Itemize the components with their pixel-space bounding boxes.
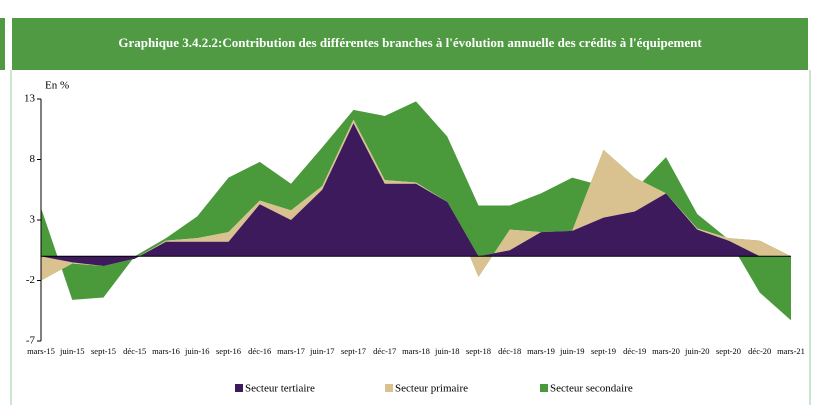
x-tick-label: sept-15 <box>91 346 116 356</box>
y-tick-label: -7 <box>26 335 36 347</box>
x-tick-label: juin-16 <box>184 346 210 356</box>
y-tick-label: 8 <box>30 153 36 165</box>
x-tick-label: juin-18 <box>434 346 460 356</box>
x-tick-label: mars-15 <box>27 346 55 356</box>
area <box>41 123 791 266</box>
legend-swatch <box>540 384 548 392</box>
y-tick-label: -2 <box>26 274 35 286</box>
y-axis-label: En % <box>45 80 69 92</box>
x-tick-label: déc-20 <box>748 346 771 356</box>
chart-title: Graphique 3.4.2.2:Contribution des diffé… <box>118 35 702 50</box>
x-tick-label: sept-17 <box>341 346 366 356</box>
side-bar <box>0 18 5 70</box>
legend-label: Secteur secondaire <box>550 383 633 395</box>
x-tick-label: juin-15 <box>59 346 85 356</box>
title-banner <box>12 18 808 70</box>
x-tick-label: juin-19 <box>559 346 585 356</box>
x-tick-label: mars-20 <box>652 346 680 356</box>
area <box>41 119 791 281</box>
legend-swatch <box>385 384 393 392</box>
x-tick-label: déc-18 <box>498 346 521 356</box>
legend-label: Secteur tertiaire <box>245 383 315 395</box>
x-tick-label: mars-16 <box>152 346 180 356</box>
x-tick-label: déc-16 <box>248 346 271 356</box>
x-tick-label: sept-16 <box>216 346 241 356</box>
legend-label: Secteur primaire <box>395 383 468 395</box>
x-tick-label: déc-15 <box>123 346 146 356</box>
x-tick-label: mars-19 <box>527 346 555 356</box>
x-tick-label: mars-17 <box>277 346 305 356</box>
y-tick-label: 13 <box>24 93 36 105</box>
x-tick-label: mars-18 <box>402 346 430 356</box>
x-tick-label: sept-20 <box>716 346 741 356</box>
x-tick-label: juin-17 <box>309 346 335 356</box>
x-tick-label: mars-21 <box>777 346 805 356</box>
x-tick-label: sept-18 <box>466 346 491 356</box>
x-tick-label: sept-19 <box>591 346 616 356</box>
legend-swatch <box>235 384 243 392</box>
x-tick-label: déc-19 <box>623 346 646 356</box>
x-tick-label: juin-20 <box>684 346 710 356</box>
y-tick-label: 3 <box>30 214 36 226</box>
x-tick-label: déc-17 <box>373 346 396 356</box>
